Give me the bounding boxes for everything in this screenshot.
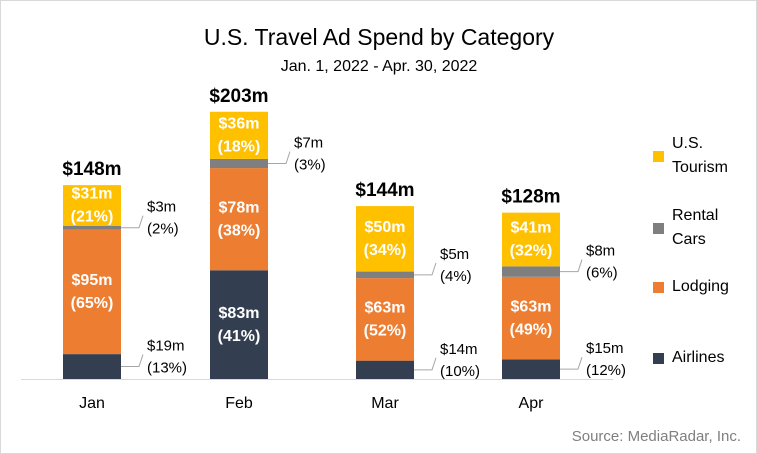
bar-segment: [502, 359, 560, 379]
share-label: (2%): [147, 221, 179, 238]
share-label: (38%): [218, 222, 261, 239]
bar-segment: [63, 225, 121, 230]
share-label: (3%): [294, 156, 326, 173]
bar-segment: [210, 111, 268, 159]
leader-line: [268, 151, 291, 165]
value-label: $19m: [147, 338, 185, 355]
x-tick-label: Feb: [225, 395, 253, 412]
share-label: (52%): [364, 323, 407, 340]
share-label: (12%): [586, 362, 626, 379]
x-tick-label: Apr: [519, 395, 545, 412]
value-label: $14m: [440, 341, 478, 358]
legend-item: Rental Cars: [653, 204, 746, 252]
value-label: $3m: [147, 199, 176, 216]
legend-item: Airlines: [653, 334, 746, 382]
value-label: $31m: [72, 186, 113, 203]
bar-segment: [210, 168, 268, 271]
total-label: $144m: [355, 180, 414, 201]
value-label: $83m: [219, 305, 260, 322]
value-label: $41m: [511, 220, 552, 237]
total-label: $203m: [209, 86, 268, 107]
bar-segment: [356, 271, 414, 279]
value-label: $78m: [219, 199, 260, 216]
bar-segment: [63, 229, 121, 355]
legend-label: U.S. Tourism: [672, 135, 729, 176]
bar-segment: [210, 270, 268, 379]
value-label: $50m: [365, 219, 406, 236]
bar-segment: [502, 276, 560, 360]
source: Source: MediaRadar, Inc.: [572, 428, 741, 445]
legend-item: U.S. Tourism: [653, 132, 746, 180]
x-tick-label: Mar: [371, 395, 399, 412]
legend-label: Rental Cars: [672, 207, 719, 248]
value-label: $63m: [511, 298, 552, 315]
legend-swatch: [653, 281, 664, 293]
leader-line: [560, 259, 583, 273]
share-label: (41%): [218, 328, 261, 345]
share-label: (34%): [364, 242, 407, 259]
share-label: (4%): [440, 268, 472, 285]
chart-title: U.S. Travel Ad Spend by Category: [204, 24, 555, 50]
leader-line: [121, 215, 144, 229]
bar-segment: [502, 212, 560, 267]
chart-subtitle: Jan. 1, 2022 - Apr. 30, 2022: [281, 58, 478, 75]
share-label: (65%): [71, 295, 114, 312]
share-label: (18%): [218, 139, 261, 156]
legend-swatch: [653, 222, 664, 234]
legend-swatch: [653, 150, 664, 162]
legend-label: Airlines: [672, 349, 725, 366]
value-label: $8m: [586, 243, 615, 260]
total-label: $148m: [62, 159, 121, 180]
bar-segment: [502, 266, 560, 277]
x-tick-label: Jan: [79, 395, 105, 412]
legend-item: Lodging: [653, 263, 746, 311]
bar-segment: [63, 185, 121, 226]
value-label: $15m: [586, 340, 624, 357]
share-label: (13%): [147, 360, 187, 377]
bar-segment: [63, 354, 121, 379]
leader-line: [121, 354, 144, 368]
bar-segment: [356, 278, 414, 361]
value-label: $7m: [294, 134, 323, 151]
share-label: (10%): [440, 363, 480, 380]
leader-line: [414, 262, 437, 276]
share-label: (32%): [510, 243, 553, 260]
bar-segment: [356, 360, 414, 379]
value-label: $5m: [440, 246, 469, 263]
value-label: $36m: [219, 116, 260, 133]
leader-line: [414, 357, 437, 371]
bar-segment: [356, 206, 414, 272]
legend-swatch: [653, 352, 664, 364]
legend-label: Lodging: [672, 278, 729, 295]
share-label: (6%): [586, 265, 618, 282]
value-label: $63m: [365, 300, 406, 317]
leader-line: [560, 357, 583, 370]
value-label: $95m: [72, 272, 113, 289]
share-label: (21%): [71, 209, 114, 226]
share-label: (49%): [510, 321, 553, 338]
bar-segment: [210, 158, 268, 169]
total-label: $128m: [501, 187, 560, 208]
